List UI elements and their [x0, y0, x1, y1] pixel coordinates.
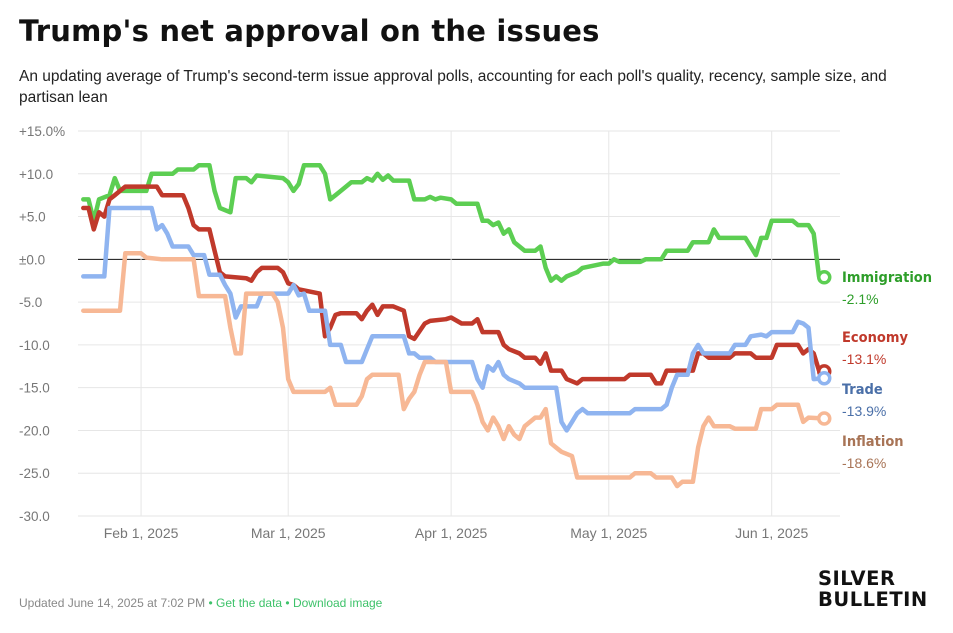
axis-labels: +15.0% +10.0 +5.0 ±0.0 -5.0 -10.0 -15.0 -20.0 -2…: [19, 124, 808, 541]
trade-end-value: -13.9%: [842, 403, 886, 419]
y-tick-label: +15.0%: [19, 124, 65, 139]
y-tick-label: +10.0: [19, 167, 53, 182]
logo-line-2: BULLETIN: [818, 588, 928, 611]
y-tick-label: -10.0: [19, 338, 50, 353]
logo-line-1: SILVER: [818, 567, 896, 590]
trade-end-marker: [816, 371, 832, 386]
footer: Updated June 14, 2025 at 7:02 PM • Get t…: [19, 596, 382, 610]
series-end-labels: Immigration -2.1% Economy -13.1% Trade -13.9%…: [842, 270, 932, 471]
x-tick-label: Feb 1, 2025: [104, 525, 179, 541]
inflation-end-marker: [816, 411, 832, 426]
grid-layer: [78, 130, 840, 517]
trade-series-name: Trade: [842, 382, 883, 398]
y-tick-label: -20.0: [19, 423, 50, 438]
footer-separator: •: [208, 596, 213, 610]
economy-end-value: -13.1%: [842, 351, 886, 367]
inflation-line: [81, 251, 827, 489]
x-tick-label: May 1, 2025: [570, 525, 647, 541]
immigration-end-marker: [816, 270, 832, 285]
y-tick-label: -25.0: [19, 466, 50, 481]
immigration-series-name: Immigration: [842, 270, 932, 286]
inflation-series-name: Inflation: [842, 434, 904, 450]
economy-series-name: Economy: [842, 330, 908, 346]
immigration-end-value: -2.1%: [842, 291, 879, 307]
y-tick-label: -30.0: [19, 509, 50, 524]
net-approval-line-chart: +15.0% +10.0 +5.0 ±0.0 -5.0 -10.0 -15.0 -20.0 -2…: [19, 124, 932, 541]
get-the-data-link[interactable]: Get the data: [216, 596, 283, 610]
series-lines: [81, 162, 832, 489]
y-tick-label: ±0.0: [19, 252, 45, 267]
page-title: Trump's net approval on the issues: [19, 14, 600, 48]
download-image-link[interactable]: Download image: [292, 596, 383, 610]
y-tick-label: -5.0: [19, 295, 42, 310]
footer-separator: •: [285, 596, 290, 610]
y-tick-label: -15.0: [19, 381, 50, 396]
x-tick-label: Mar 1, 2025: [251, 525, 326, 541]
page-subtitle: An updating average of Trump's second-te…: [19, 68, 887, 106]
economy-line: [81, 184, 827, 386]
trade-line: [81, 205, 827, 433]
x-tick-label: Jun 1, 2025: [735, 525, 808, 541]
x-tick-label: Apr 1, 2025: [415, 525, 488, 541]
y-tick-label: +5.0: [19, 210, 46, 225]
inflation-end-value: -18.6%: [842, 455, 886, 471]
updated-timestamp: Updated June 14, 2025 at 7:02 PM: [19, 596, 206, 610]
silver-bulletin-logo: SILVER BULLETIN: [818, 568, 928, 610]
immigration-line: [81, 162, 827, 283]
